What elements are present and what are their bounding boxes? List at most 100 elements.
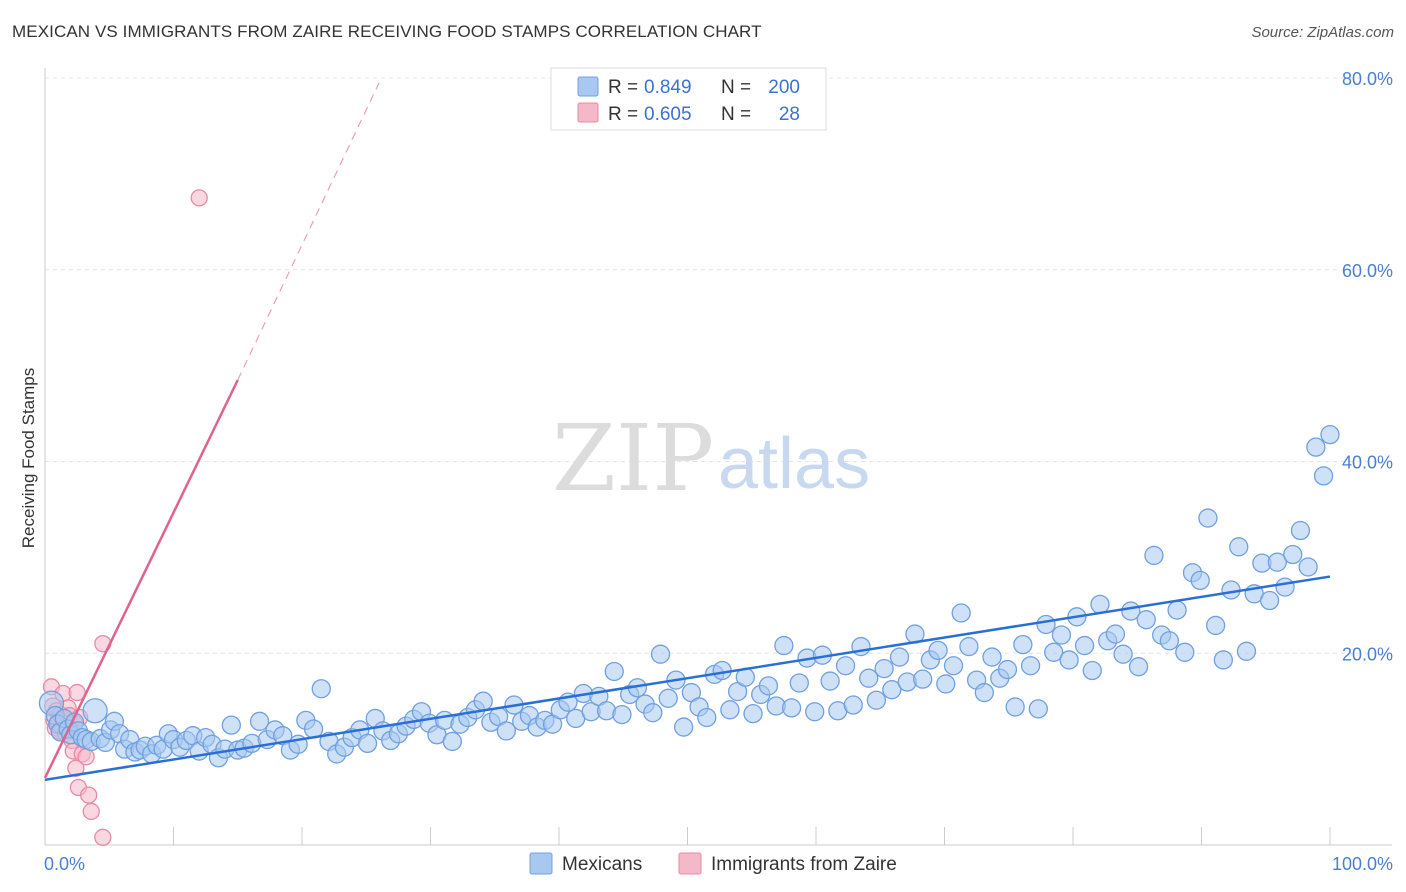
legend-swatch-mexicans (577, 76, 599, 97)
mexicans-point (1159, 631, 1180, 651)
mexicans-point (974, 682, 994, 703)
mexicans-point (643, 703, 663, 723)
zaire-point (190, 189, 208, 207)
mexicans-point (781, 698, 802, 718)
bottom-legend-swatch-mexicans (529, 852, 553, 875)
mexicans-point (1113, 644, 1133, 664)
mexicans-point (1290, 520, 1311, 541)
bottom-legend: Mexicans Immigrants from Zaire (529, 852, 897, 875)
legend-r-label-1: R = (608, 104, 638, 125)
mexicans-point (951, 603, 971, 623)
mexicans-point (1213, 650, 1233, 670)
legend-r-value-0: 0.849 (644, 77, 692, 98)
mexicans-point (1044, 642, 1064, 662)
mexicans-point (658, 688, 678, 708)
mexicans-point (1275, 577, 1295, 597)
mexicans-point (650, 644, 671, 664)
watermark-atlas: atlas (718, 424, 870, 504)
axes (44, 68, 1392, 846)
mexicans-point (496, 721, 516, 741)
zaire-point (67, 759, 85, 777)
watermark: ZIP atlas (552, 405, 870, 512)
mexicans-point (820, 671, 840, 691)
legend-n-value-1: 28 (779, 104, 800, 125)
mexicans-point (1205, 615, 1226, 636)
mexicans-point (221, 715, 241, 735)
y-axis-label: Receiving Food Stamps (19, 368, 38, 548)
legend-swatch-zaire (577, 102, 599, 123)
mexicans-point (1051, 625, 1072, 645)
y-tick-label: 40.0% (1342, 453, 1393, 473)
stats-legend: R = 0.849 N = 200 R = 0.605 N = 28 (550, 67, 827, 131)
mexicans-point (1105, 624, 1126, 644)
mexicans-point (1036, 614, 1056, 635)
mexicans-point (997, 659, 1018, 680)
mexicans-point (1236, 641, 1257, 661)
mexicans-point (1128, 657, 1149, 677)
chart-title: MEXICAN VS IMMIGRANTS FROM ZAIRE RECEIVI… (12, 22, 762, 41)
legend-n-label-0: N = (721, 77, 751, 98)
mexicans-point (1298, 557, 1318, 577)
zaire-point (82, 802, 100, 821)
mexicans-point (1028, 699, 1048, 719)
mexicans-point (1013, 634, 1033, 655)
mexicans-point (473, 691, 493, 711)
zaire-point (94, 828, 112, 846)
bottom-legend-label-mexicans: Mexicans (562, 854, 642, 875)
mexicans-point (1267, 552, 1287, 572)
mexicans-point (720, 700, 740, 720)
legend-n-label-1: N = (721, 104, 751, 125)
trend-line-zaire-extension (237, 82, 380, 381)
mexicans-point (843, 695, 863, 715)
y-tick-label: 20.0% (1342, 644, 1393, 664)
y-tick-labels: 20.0% 40.0% 60.0% 80.0% (1342, 69, 1393, 664)
y-tick-label: 60.0% (1342, 261, 1393, 281)
mexicans-point (859, 668, 879, 688)
mexicans-point (1229, 537, 1249, 557)
mexicans-point (604, 661, 624, 682)
mexicans-point (743, 704, 763, 724)
mexicans-point (913, 669, 933, 689)
mexicans-point (835, 656, 856, 676)
trend-line-zaire (43, 379, 239, 779)
mexicans-point (874, 658, 894, 679)
mexicans-point (357, 733, 378, 754)
mexicans-point (982, 647, 1002, 667)
mexicans-point (442, 731, 462, 752)
mexicans-point (82, 698, 108, 724)
mexicans-point (936, 674, 956, 694)
zaire-point (80, 786, 98, 804)
source-label: Source: ZipAtlas.com (1251, 24, 1394, 41)
trend-lines (43, 82, 1331, 782)
mexicans-point (697, 707, 717, 728)
mexicans-point (1074, 635, 1095, 656)
mexicans-point (612, 704, 632, 725)
mexicans-point (1136, 610, 1156, 630)
mexicans-point (928, 640, 948, 661)
trend-line-mexicans (44, 575, 1331, 782)
mexicans-point (311, 679, 331, 699)
mexicans-point (1313, 466, 1334, 486)
mexicans-point (1090, 594, 1110, 615)
mexicans-point (774, 635, 794, 656)
mexicans-point (1082, 660, 1102, 681)
mexicans-point (1283, 544, 1303, 565)
mexicans-point (1190, 570, 1210, 591)
mexicans-point (1320, 425, 1340, 445)
mexicans-point (1020, 656, 1041, 676)
mexicans-point (1259, 590, 1280, 611)
mexicans-point (249, 711, 270, 731)
mexicans-point (1167, 600, 1187, 620)
mexicans-point (1005, 697, 1025, 717)
y-tick-label: 80.0% (1342, 69, 1393, 89)
mexicans-point (882, 680, 902, 700)
mexicans-point (789, 673, 809, 693)
x-tick-marks (173, 827, 1331, 845)
mexicans-point (1144, 545, 1164, 566)
mexicans-point (1306, 437, 1326, 457)
mexicans-point (1198, 508, 1218, 528)
legend-r-value-1: 0.605 (644, 104, 692, 125)
mexicans-point (805, 702, 825, 722)
legend-n-value-0: 200 (768, 77, 800, 98)
